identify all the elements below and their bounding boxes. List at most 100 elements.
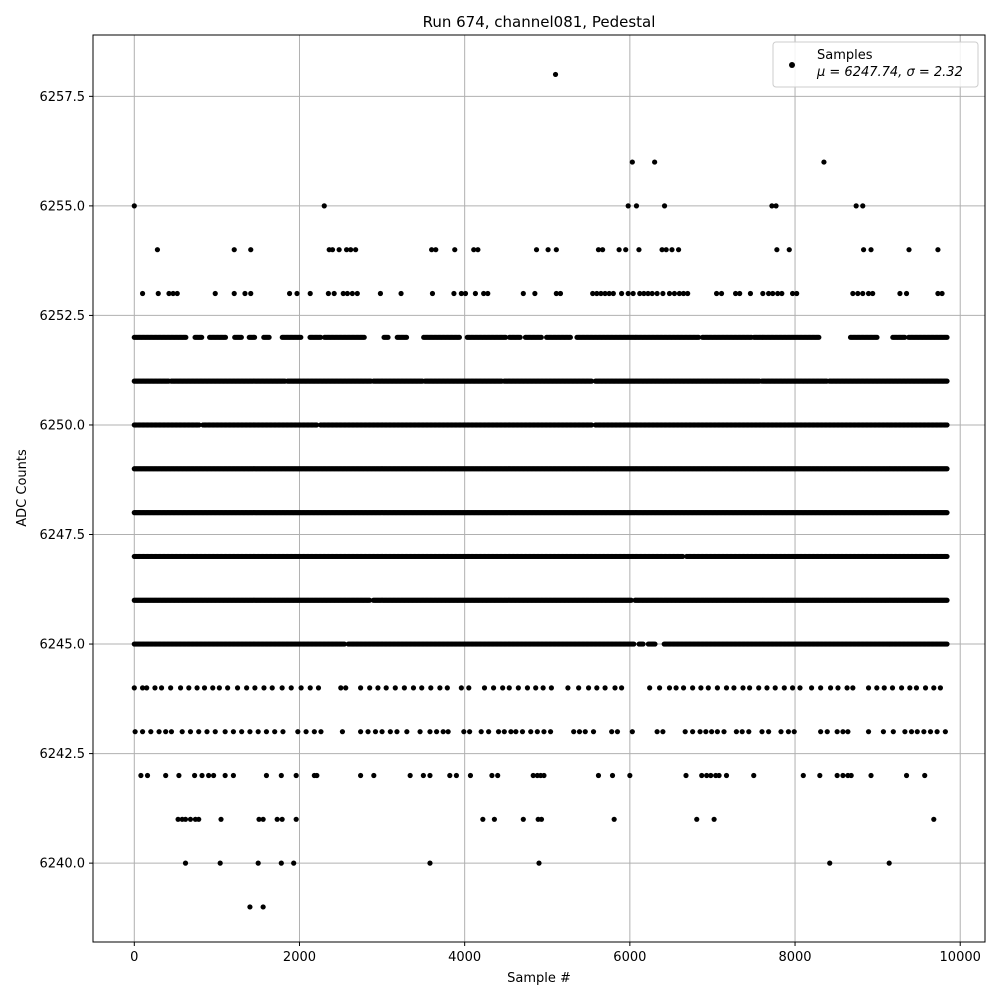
data-point xyxy=(278,860,284,866)
data-point xyxy=(944,334,950,340)
data-point xyxy=(567,334,573,340)
data-point xyxy=(154,247,161,253)
data-point xyxy=(541,772,547,779)
data-point xyxy=(475,247,481,253)
data-point xyxy=(472,290,478,297)
data-point xyxy=(210,772,217,779)
data-point xyxy=(217,860,223,866)
data-point xyxy=(155,290,161,297)
data-point xyxy=(623,247,629,253)
data-point xyxy=(427,772,433,779)
data-point xyxy=(222,772,228,779)
data-point xyxy=(922,772,928,779)
data-point xyxy=(538,816,545,822)
data-point xyxy=(553,247,559,253)
data-point xyxy=(480,816,486,822)
data-point xyxy=(649,290,655,297)
data-point xyxy=(196,816,202,822)
data-point xyxy=(723,772,730,779)
data-point xyxy=(325,290,331,297)
data-point xyxy=(294,290,300,297)
data-point xyxy=(255,860,261,866)
data-point xyxy=(144,772,151,779)
data-point xyxy=(939,290,945,297)
data-point xyxy=(344,290,350,297)
data-point xyxy=(944,641,950,647)
data-point xyxy=(194,685,200,691)
data-point xyxy=(671,290,678,297)
data-point xyxy=(654,290,660,297)
data-point xyxy=(206,772,212,779)
data-point xyxy=(821,159,827,165)
data-point xyxy=(451,290,457,297)
data-point xyxy=(187,816,194,822)
data-point xyxy=(944,597,950,603)
data-point xyxy=(315,685,322,691)
data-point xyxy=(660,290,666,297)
data-point xyxy=(348,247,354,253)
data-point xyxy=(850,290,856,297)
data-point xyxy=(633,203,640,209)
data-point xyxy=(131,685,137,691)
data-point xyxy=(545,247,551,253)
data-point xyxy=(628,597,634,603)
data-point xyxy=(377,290,384,297)
data-points xyxy=(131,71,950,910)
data-point xyxy=(636,247,642,253)
data-point xyxy=(711,816,717,822)
data-point xyxy=(248,290,254,297)
data-point xyxy=(640,641,646,647)
data-point xyxy=(152,685,158,691)
data-point xyxy=(174,290,180,297)
data-point xyxy=(631,641,637,647)
data-point xyxy=(176,772,182,779)
data-point xyxy=(817,772,823,779)
data-point xyxy=(329,247,336,253)
data-point xyxy=(353,247,359,253)
data-point xyxy=(260,904,266,910)
data-point xyxy=(349,290,355,297)
data-point xyxy=(260,816,266,822)
data-point xyxy=(225,685,231,691)
data-point xyxy=(685,290,691,297)
data-point xyxy=(186,685,192,691)
data-point xyxy=(462,290,469,297)
data-point xyxy=(163,772,169,779)
data-point xyxy=(675,247,682,253)
data-point xyxy=(520,290,526,297)
data-point xyxy=(760,290,766,297)
data-point xyxy=(263,772,270,779)
data-point xyxy=(279,816,285,822)
data-point xyxy=(489,772,495,779)
data-point xyxy=(218,816,224,822)
data-point xyxy=(269,685,275,691)
data-point xyxy=(131,203,137,209)
data-point xyxy=(618,290,625,297)
data-point xyxy=(278,772,284,779)
data-point xyxy=(183,334,189,340)
data-point xyxy=(331,290,337,297)
data-point xyxy=(247,904,253,910)
data-point xyxy=(354,290,360,297)
data-point xyxy=(629,159,635,165)
data-point xyxy=(231,247,237,253)
data-point xyxy=(252,685,258,691)
data-point xyxy=(931,816,937,822)
data-point xyxy=(786,247,792,253)
data-point xyxy=(708,772,714,779)
data-point xyxy=(266,334,272,340)
data-point xyxy=(485,290,491,297)
data-point xyxy=(177,685,184,691)
data-point xyxy=(588,422,595,428)
data-point xyxy=(336,247,342,253)
data-point xyxy=(447,772,453,779)
data-point xyxy=(609,772,616,779)
data-point xyxy=(182,860,189,866)
data-point xyxy=(520,816,526,822)
data-point xyxy=(279,685,285,691)
data-point xyxy=(713,290,720,297)
data-point xyxy=(144,685,150,691)
